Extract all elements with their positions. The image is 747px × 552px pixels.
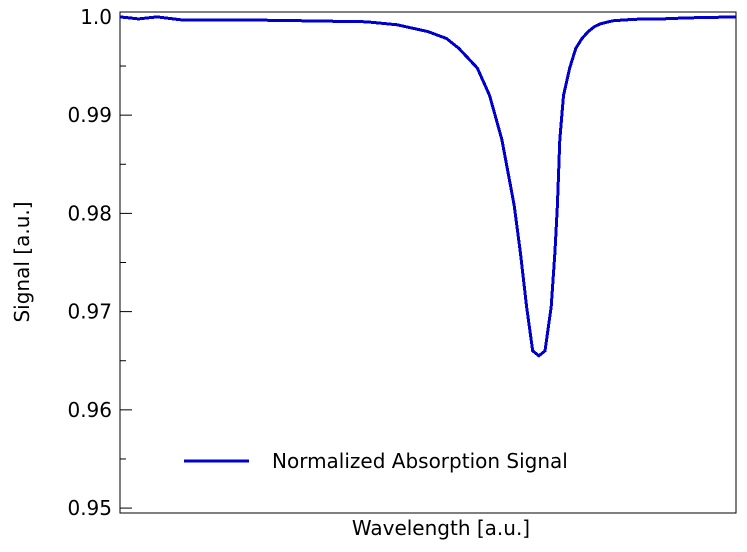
y-tick-label: 0.99 [67,103,112,127]
y-tick-label: 0.97 [67,300,112,324]
y-tick-label: 1.0 [80,5,112,29]
legend: Normalized Absorption Signal [184,449,568,473]
legend-label: Normalized Absorption Signal [272,449,568,473]
y-axis-tick-labels: 1.0 0.99 0.98 0.97 0.96 0.95 [67,5,112,520]
series-line-normalized-absorption-signal [119,15,737,358]
y-axis-title: Signal [a.u.] [10,201,34,322]
y-tick-label: 0.96 [67,398,112,422]
x-axis-title: Wavelength [a.u.] [352,516,530,540]
y-tick-label: 0.98 [67,201,112,225]
plot-frame [119,11,737,514]
y-axis-ticks [120,16,132,509]
y-tick-label: 0.95 [67,496,112,520]
